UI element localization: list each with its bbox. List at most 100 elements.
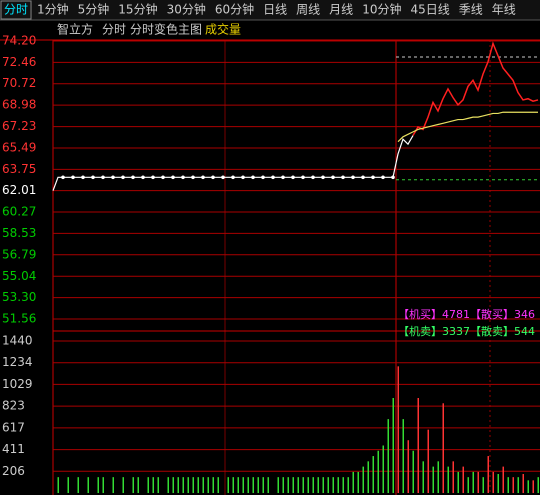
price-dot xyxy=(161,175,165,180)
tab[interactable]: 分时 xyxy=(4,3,28,17)
volume-bar xyxy=(312,477,314,493)
volume-bar xyxy=(487,456,489,493)
price-dot xyxy=(391,175,395,180)
price-dot xyxy=(111,175,115,180)
tab[interactable]: 15分钟 xyxy=(118,2,157,17)
price-dot xyxy=(291,175,295,180)
price-dot xyxy=(91,175,95,180)
y-tick-label: 65.49 xyxy=(2,140,36,154)
price-dot xyxy=(141,175,145,180)
volume-bar xyxy=(517,477,519,493)
tab[interactable]: 5分钟 xyxy=(78,2,110,17)
tab[interactable]: 日线 xyxy=(263,3,287,17)
price-dot xyxy=(381,175,385,180)
volume-bar xyxy=(297,477,299,493)
volume-bar xyxy=(447,466,449,493)
volume-bar xyxy=(377,450,379,493)
price-dot xyxy=(261,175,265,180)
price-dot xyxy=(121,175,125,180)
price-dot xyxy=(211,175,215,180)
tab[interactable]: 月线 xyxy=(329,3,353,17)
y-tick-label: 617 xyxy=(2,420,25,434)
tab[interactable]: 周线 xyxy=(296,3,320,17)
volume-bar xyxy=(482,477,484,493)
header-item: 智立方 xyxy=(57,22,93,37)
volume-bar xyxy=(432,466,434,493)
volume-bar xyxy=(247,477,249,493)
y-tick-label: 53.30 xyxy=(2,290,36,304)
volume-bar xyxy=(232,477,234,493)
volume-bar xyxy=(497,474,499,493)
volume-bar xyxy=(122,477,124,493)
tab[interactable]: 45日线 xyxy=(410,3,449,17)
tab[interactable]: 1分钟 xyxy=(37,2,69,17)
y-tick-label: 1234 xyxy=(2,355,33,369)
y-tick-label: 63.75 xyxy=(2,162,36,176)
volume-bar xyxy=(502,466,504,493)
y-tick-label: 411 xyxy=(2,442,25,456)
price-dot xyxy=(181,175,185,180)
volume-bar xyxy=(352,471,354,493)
volume-bar xyxy=(267,477,269,493)
tab[interactable]: 10分钟 xyxy=(362,2,401,17)
volume-bar xyxy=(417,398,419,493)
volume-bar xyxy=(182,477,184,493)
volume-bar xyxy=(292,477,294,493)
price-dot xyxy=(241,175,245,180)
price-dot xyxy=(271,175,275,180)
price-dot xyxy=(251,175,255,180)
y-tick-label: 1029 xyxy=(2,377,33,391)
price-dot xyxy=(191,175,195,180)
y-tick-label: 58.53 xyxy=(2,226,36,240)
volume-bar xyxy=(187,477,189,493)
volume-bar xyxy=(342,477,344,493)
volume-bar xyxy=(87,477,89,493)
y-tick-label: 51.56 xyxy=(2,312,36,326)
price-dot xyxy=(201,175,205,180)
tab[interactable]: 60分钟 xyxy=(215,2,254,17)
tab-bar xyxy=(0,0,540,20)
volume-bar xyxy=(97,477,99,493)
price-dot xyxy=(151,175,155,180)
volume-bar xyxy=(507,477,509,493)
volume-bar xyxy=(132,477,134,493)
tab[interactable]: 季线 xyxy=(459,3,483,17)
price-dot xyxy=(171,175,175,180)
volume-bar xyxy=(407,440,409,493)
volume-bar xyxy=(322,477,324,493)
volume-bar xyxy=(442,403,444,493)
volume-bar xyxy=(532,480,534,493)
volume-bar xyxy=(372,456,374,493)
header-item: 分时 xyxy=(102,23,126,37)
price-dot xyxy=(371,175,375,180)
price-line xyxy=(52,135,414,191)
y-tick-label: 74.20 xyxy=(2,34,36,48)
tab[interactable]: 年线 xyxy=(492,3,516,17)
volume-bar xyxy=(362,466,364,493)
y-tick-label: 70.72 xyxy=(2,76,36,90)
volume-bar xyxy=(462,466,464,493)
y-tick-label: 56.79 xyxy=(2,247,36,261)
y-tick-label: 206 xyxy=(2,464,25,478)
y-tick-label: 60.27 xyxy=(2,205,36,219)
price-dot xyxy=(81,175,85,180)
volume-bar xyxy=(237,477,239,493)
price-dot xyxy=(221,175,225,180)
volume-bar xyxy=(257,477,259,493)
volume-bar xyxy=(397,366,399,493)
volume-bar xyxy=(327,477,329,493)
volume-bar xyxy=(402,419,404,493)
price-line xyxy=(412,41,539,136)
volume-bar xyxy=(302,477,304,493)
price-dot xyxy=(341,175,345,180)
volume-bar xyxy=(392,398,394,493)
y-tick-label: 67.23 xyxy=(2,119,36,133)
volume-bar xyxy=(492,471,494,493)
volume-bar xyxy=(382,445,384,493)
volume-bar xyxy=(522,474,524,493)
volume-bar xyxy=(287,477,289,493)
tab[interactable]: 30分钟 xyxy=(167,2,206,17)
volume-bar xyxy=(537,477,539,493)
y-tick-label: 72.46 xyxy=(2,55,36,69)
